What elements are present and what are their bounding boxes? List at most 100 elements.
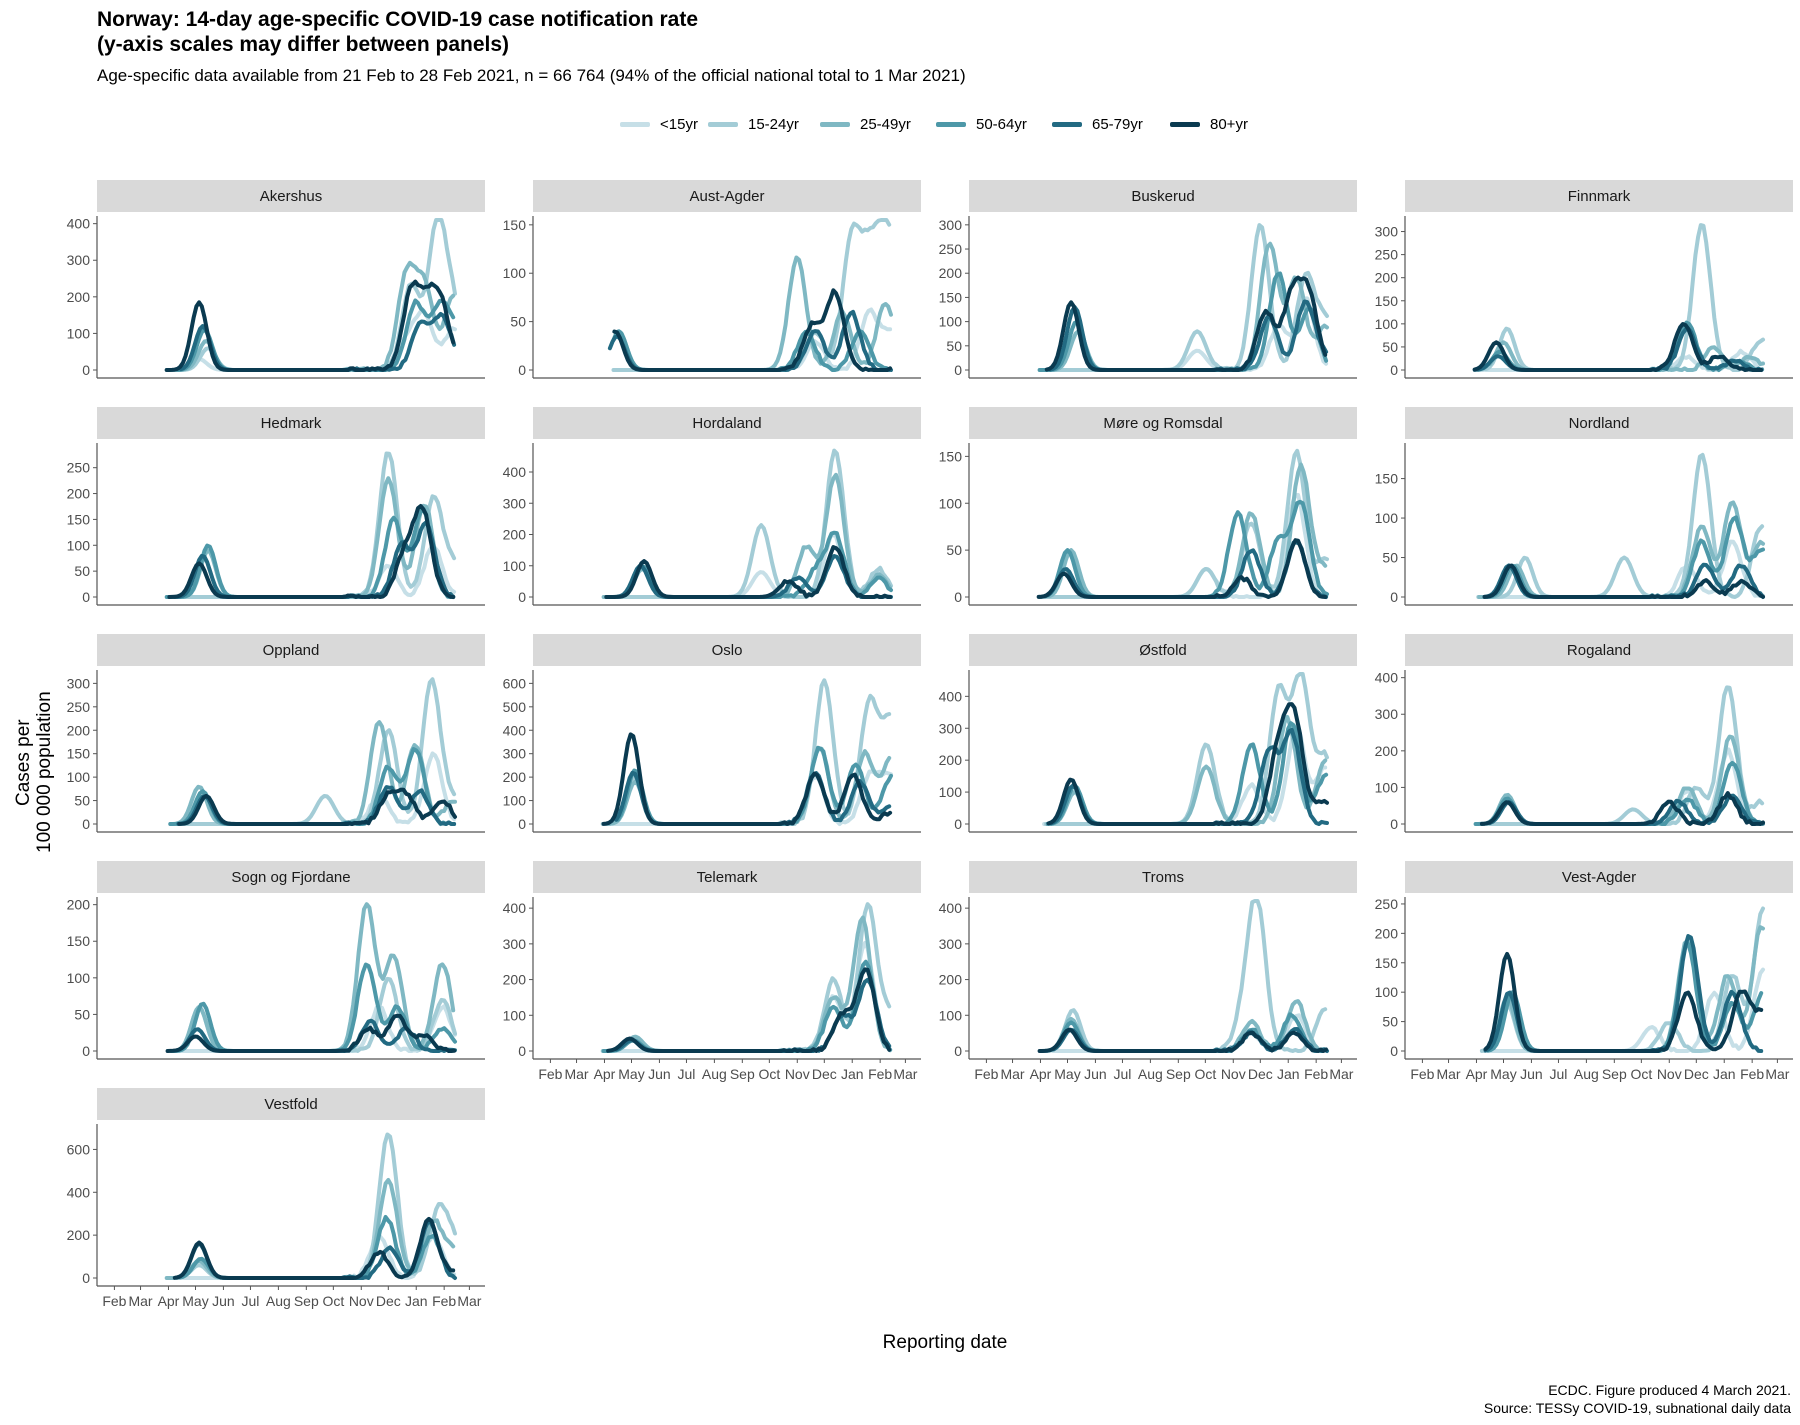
x-tick-label: Dec (1248, 1066, 1273, 1082)
y-tick-label: 0 (518, 816, 526, 832)
x-tick-label: Oct (322, 1293, 344, 1309)
x-tick-label: Jun (212, 1293, 235, 1309)
x-tick-label: May (182, 1293, 208, 1309)
caption-source: Source: TESSy COVID-19, subnational dail… (1483, 1400, 1791, 1416)
panel-hedmark: Hedmark 0 50 100 150 200 250 (67, 407, 485, 606)
y-tick-label: 100 (939, 1007, 963, 1023)
x-tick-label: Feb (1740, 1066, 1764, 1082)
y-tick-label: 250 (939, 241, 963, 257)
y-tick-label: 0 (1390, 816, 1398, 832)
y-tick-label: 50 (946, 338, 962, 354)
series-line-80-yr (601, 732, 893, 826)
y-tick-label: 0 (1390, 1043, 1398, 1059)
panel-aust-agder: Aust-Agder 0 50 100 150 (503, 180, 921, 379)
y-tick-label: 150 (1375, 955, 1399, 971)
y-tick-label: 100 (67, 537, 91, 553)
y-tick-label: 100 (503, 793, 527, 809)
x-tick-label: Nov (1221, 1066, 1246, 1082)
y-tick-label: 0 (518, 589, 526, 605)
x-tick-label: Mar (1329, 1066, 1353, 1082)
x-tick-label: Mar (564, 1066, 588, 1082)
y-tick-label: 50 (1382, 339, 1398, 355)
panel-title: Troms (1142, 869, 1184, 886)
series-line-80-yr (1479, 791, 1765, 826)
y-tick-label: 200 (503, 769, 527, 785)
x-tick-label: Feb (974, 1066, 998, 1082)
y-tick-label: 100 (67, 325, 91, 341)
y-tick-label: 150 (1375, 293, 1399, 309)
panel-title: Oppland (263, 642, 320, 659)
x-tick-label: Jan (841, 1066, 864, 1082)
series-line-80-yr (177, 787, 457, 826)
panel-strip (533, 861, 921, 893)
panel-title: Vestfold (264, 1096, 317, 1113)
y-tick-label: 100 (67, 970, 91, 986)
panel-oslo: Oslo 0 100 200 300 400 500 600 (503, 634, 921, 833)
y-tick-label: 300 (503, 746, 527, 762)
panel-akershus: Akershus 0 100 200 300 400 (67, 180, 485, 379)
panel-title: Vest-Agder (1562, 869, 1636, 886)
x-tick-label: Feb (1410, 1066, 1434, 1082)
y-tick-label: 0 (518, 1043, 526, 1059)
series-line-80-yr (1483, 951, 1764, 1053)
x-tick-label: Jul (678, 1066, 696, 1082)
x-tick-label: Oct (1194, 1066, 1216, 1082)
y-tick-label: 200 (67, 289, 91, 305)
y-tick-label: 0 (954, 816, 962, 832)
x-tick-label: Feb (102, 1293, 126, 1309)
panel-strip (1405, 180, 1793, 212)
legend-item-15-24yr: 15-24yr (708, 116, 799, 133)
y-tick-label: 250 (67, 699, 91, 715)
x-tick-label: Feb (1304, 1066, 1328, 1082)
series-line-80-yr (1044, 275, 1328, 372)
x-tick-label: Aug (702, 1066, 727, 1082)
y-tick-label: 0 (954, 362, 962, 378)
x-tick-label: Sep (294, 1293, 319, 1309)
panel-title: Aust-Agder (689, 188, 764, 205)
y-tick-label: 200 (939, 752, 963, 768)
x-tick-label: Jan (1713, 1066, 1736, 1082)
panel-title: Østfold (1139, 642, 1187, 659)
legend-key (1170, 122, 1200, 127)
panel-title: Oslo (712, 642, 743, 659)
series-line-25-49yr (178, 902, 456, 1053)
y-tick-label: 300 (939, 217, 963, 233)
y-tick-label: 150 (1375, 471, 1399, 487)
caption-credit: ECDC. Figure produced 4 March 2021. (1548, 1382, 1791, 1398)
x-tick-label: Aug (1138, 1066, 1163, 1082)
series-line-15yr (176, 751, 457, 826)
y-tick-label: 200 (939, 972, 963, 988)
series-line-80-yr (606, 967, 892, 1053)
x-tick-label: Dec (376, 1293, 401, 1309)
y-axis-title-line1: Cases per (13, 719, 34, 806)
x-tick-label: Apr (1466, 1066, 1488, 1082)
series-line-80-yr (604, 545, 893, 599)
legend-item-15yr: <15yr (620, 116, 698, 133)
x-tick-label: Nov (1657, 1066, 1682, 1082)
series-line-15-24yr (1476, 452, 1765, 599)
chart-title-line2: (y-axis scales may differ between panels… (97, 33, 510, 56)
x-tick-label: Apr (594, 1066, 616, 1082)
y-tick-label: 100 (939, 314, 963, 330)
panel-title: Akershus (260, 188, 323, 205)
panel-title: Telemark (697, 869, 758, 886)
panel-strip (97, 634, 485, 666)
legend-label: 50-64yr (976, 116, 1027, 133)
x-tick-label: Jul (1114, 1066, 1132, 1082)
series-line-80-yr (164, 279, 456, 372)
y-tick-label: 400 (1375, 670, 1399, 686)
panel-title: Sogn og Fjordane (231, 869, 350, 886)
x-axis-title: Reporting date (882, 1332, 1008, 1353)
legend-label: 65-79yr (1092, 116, 1143, 133)
x-tick-label: Aug (266, 1293, 291, 1309)
x-tick-label: Feb (538, 1066, 562, 1082)
y-tick-label: 100 (67, 769, 91, 785)
legend-label: 80+yr (1210, 116, 1248, 133)
y-tick-label: 250 (67, 460, 91, 476)
series-line-80-yr (1472, 322, 1764, 372)
series-line-80-yr (1036, 538, 1328, 599)
y-tick-label: 100 (1375, 510, 1399, 526)
panel-finnmark: Finnmark 0 50 100 150 200 250 300 (1375, 180, 1793, 379)
